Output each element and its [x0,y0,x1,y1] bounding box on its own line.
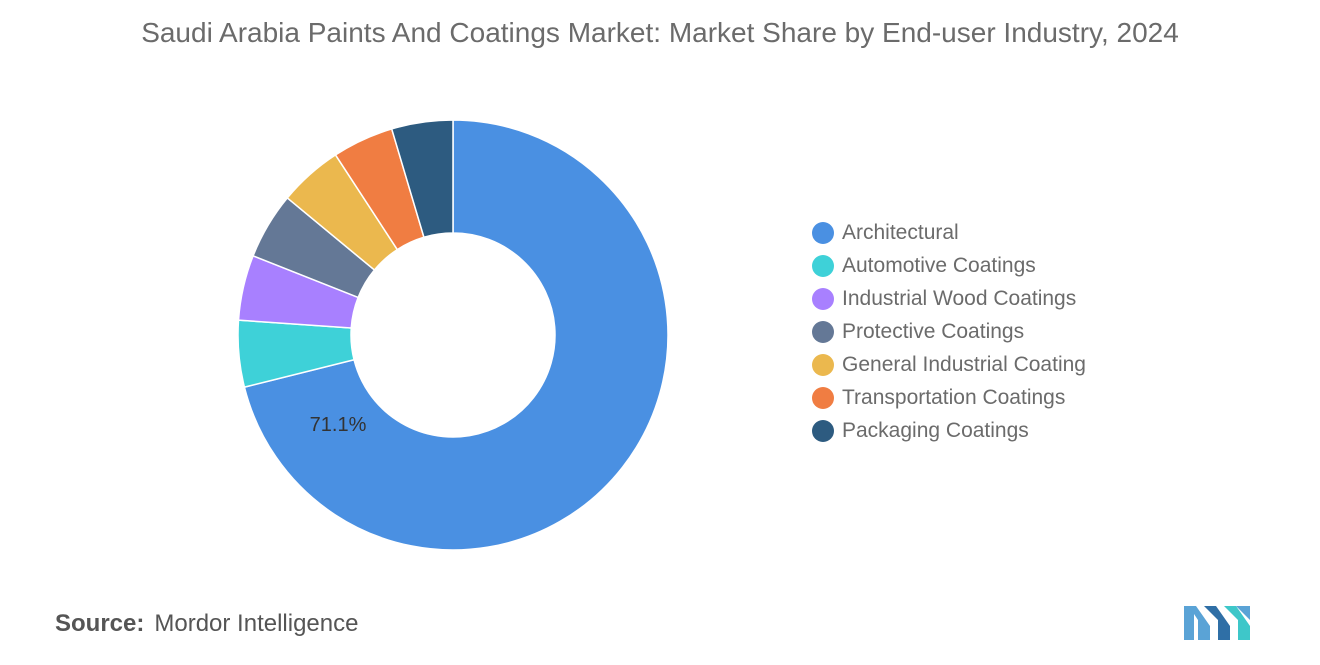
legend-swatch [812,320,834,343]
legend-swatch [812,287,834,310]
legend-label: Architectural [842,220,959,244]
source-label: Source: [55,610,145,637]
legend-item: General Industrial Coating [812,348,1086,381]
legend-label: Automotive Coatings [842,253,1036,277]
legend-item: Protective Coatings [812,315,1086,348]
data-label-architectural: 71.1% [310,414,367,436]
source-line: Source: Mordor Intelligence [55,610,358,638]
legend-item: Architectural [812,216,1086,249]
slice-architectural [243,119,669,551]
legend-label: Packaging Coatings [842,418,1029,442]
legend-label: General Industrial Coating [842,352,1086,376]
legend-swatch [812,353,834,376]
legend-swatch [812,419,834,442]
slice-packaging-coatings [390,119,454,239]
legend-swatch [812,386,834,409]
legend-label: Transportation Coatings [842,385,1066,409]
mordor-logo-icon [1184,606,1250,640]
legend-item: Transportation Coatings [812,381,1086,414]
legend-item: Packaging Coatings [812,414,1086,447]
legend-item: Industrial Wood Coatings [812,282,1086,315]
source-text: Mordor Intelligence [154,610,359,637]
chart-legend: Architectural Automotive Coatings Industri… [812,216,1086,447]
legend-swatch [812,254,834,277]
legend-swatch [812,221,834,244]
chart-title: Saudi Arabia Paints And Coatings Market:… [141,17,1179,48]
legend-label: Industrial Wood Coatings [842,286,1077,310]
legend-item: Automotive Coatings [812,249,1086,282]
legend-label: Protective Coatings [842,319,1025,343]
